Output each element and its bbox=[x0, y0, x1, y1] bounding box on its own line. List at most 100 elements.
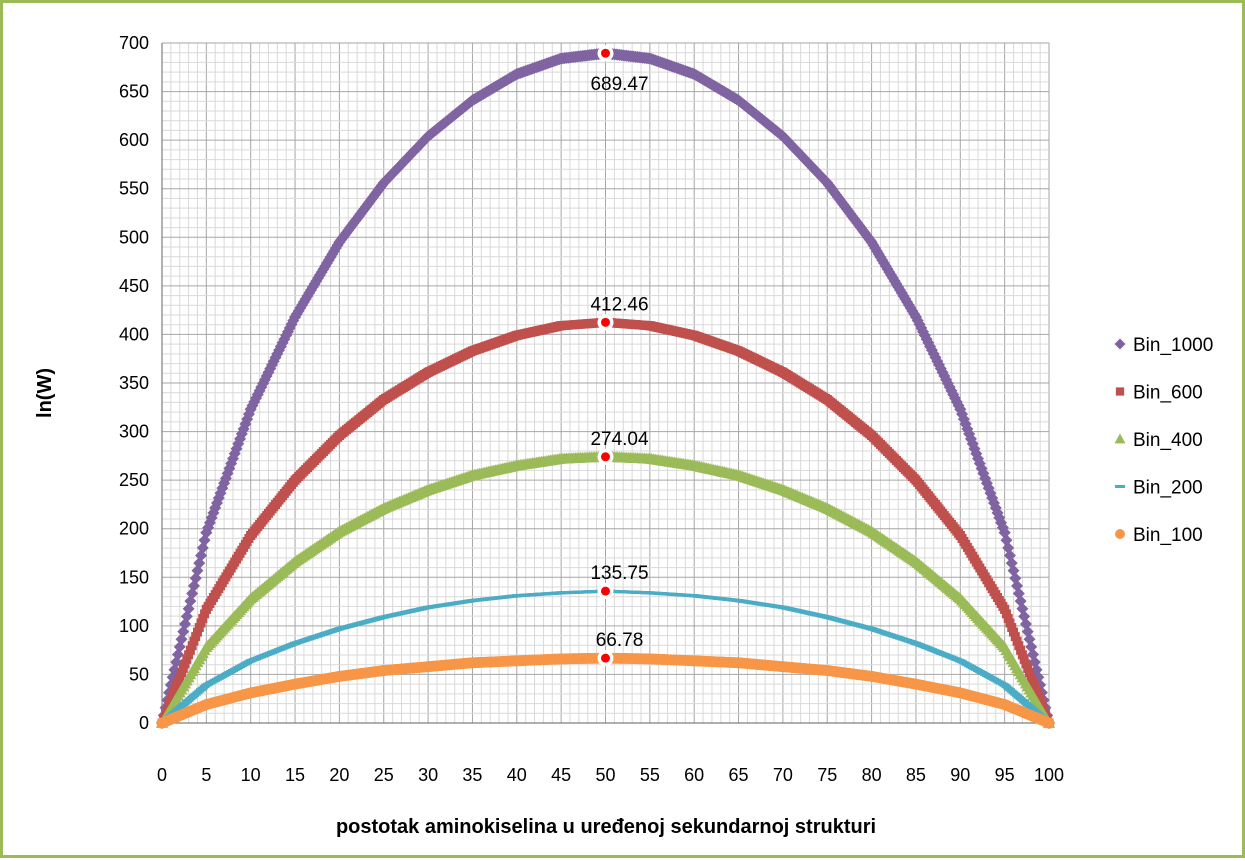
data-point bbox=[1030, 682, 1040, 692]
data-point bbox=[1032, 686, 1042, 696]
data-point bbox=[467, 599, 478, 603]
data-point bbox=[244, 592, 257, 604]
legend-label: Bin_600 bbox=[1133, 383, 1203, 404]
data-point bbox=[1029, 709, 1040, 713]
data-point bbox=[999, 683, 1010, 687]
y-tick-label: 550 bbox=[119, 179, 149, 199]
data-point bbox=[199, 685, 210, 689]
data-point bbox=[191, 632, 201, 642]
data-point bbox=[911, 475, 921, 485]
data-point bbox=[1009, 627, 1019, 637]
data-point bbox=[172, 707, 183, 711]
x-tick-label: 95 bbox=[995, 765, 1015, 785]
data-point bbox=[1028, 707, 1039, 711]
data-point bbox=[173, 677, 183, 687]
data-point bbox=[1001, 609, 1011, 619]
y-tick-label: 700 bbox=[119, 33, 149, 53]
y-tick-label: 50 bbox=[129, 664, 149, 684]
data-point bbox=[777, 605, 788, 609]
data-point bbox=[196, 688, 207, 692]
x-tick-label: 20 bbox=[329, 765, 349, 785]
data-point bbox=[196, 618, 206, 628]
data-point bbox=[423, 605, 434, 609]
data-point bbox=[955, 659, 966, 663]
data-point bbox=[200, 641, 213, 653]
data-point bbox=[954, 687, 966, 699]
data-point bbox=[954, 592, 967, 604]
y-tick-label: 600 bbox=[119, 130, 149, 150]
x-tick-label: 5 bbox=[201, 765, 211, 785]
x-tick-label: 40 bbox=[507, 765, 527, 785]
x-tick-label: 15 bbox=[285, 765, 305, 785]
series-Bin_200 bbox=[157, 583, 1054, 725]
legend-marker bbox=[1115, 485, 1125, 488]
data-point bbox=[1028, 677, 1038, 687]
data-point bbox=[467, 346, 477, 356]
y-axis-title: ln(W) bbox=[34, 368, 56, 418]
data-point bbox=[378, 615, 389, 619]
data-point bbox=[192, 691, 203, 695]
y-tick-label: 400 bbox=[119, 324, 149, 344]
data-point bbox=[467, 657, 478, 669]
data-point bbox=[556, 321, 566, 331]
y-tick-label: 150 bbox=[119, 567, 149, 587]
data-point bbox=[688, 459, 701, 471]
data-point bbox=[867, 430, 877, 440]
data-point bbox=[1016, 645, 1026, 655]
data-point bbox=[245, 687, 257, 699]
data-point bbox=[334, 670, 345, 682]
data-point bbox=[246, 531, 256, 541]
data-point bbox=[197, 686, 208, 690]
data-point bbox=[777, 661, 789, 673]
data-point bbox=[991, 506, 1004, 519]
data-label: 412.46 bbox=[590, 294, 648, 315]
data-point bbox=[1033, 691, 1043, 701]
data-point bbox=[1008, 691, 1019, 695]
data-point bbox=[689, 330, 699, 340]
data-point bbox=[1015, 697, 1026, 701]
x-tick-label: 10 bbox=[241, 765, 261, 785]
data-label: 135.75 bbox=[590, 563, 648, 584]
x-tick-label: 45 bbox=[551, 765, 571, 785]
data-point bbox=[688, 655, 700, 667]
x-tick-label: 25 bbox=[374, 765, 394, 785]
data-point bbox=[645, 321, 655, 331]
data-point bbox=[379, 395, 389, 405]
legend-marker bbox=[1114, 433, 1126, 444]
data-point bbox=[177, 668, 187, 678]
peak-point bbox=[601, 586, 610, 596]
data-point bbox=[422, 483, 435, 495]
tick-labels: 0 5 10 15 20 25 30 35 40 45 50 55 60 65 70 75 80 85 90 95 10… bbox=[119, 33, 1064, 785]
data-point bbox=[334, 430, 344, 440]
data-point bbox=[999, 699, 1011, 710]
x-tick-label: 100 bbox=[1034, 765, 1064, 785]
data-point bbox=[169, 686, 179, 696]
data-point bbox=[556, 591, 567, 595]
grid bbox=[161, 42, 1050, 724]
series-Bin_1000 bbox=[156, 45, 1055, 729]
x-tick-label: 50 bbox=[595, 765, 615, 785]
x-tick-label: 80 bbox=[862, 765, 882, 785]
data-point bbox=[1043, 717, 1055, 729]
data-point bbox=[555, 452, 568, 464]
y-tick-label: 250 bbox=[119, 470, 149, 490]
data-point bbox=[168, 691, 178, 701]
data-point bbox=[185, 697, 196, 701]
data-point bbox=[1023, 663, 1033, 673]
data-point bbox=[182, 654, 192, 664]
data-point bbox=[733, 657, 744, 669]
data-point bbox=[821, 665, 833, 676]
data-point bbox=[1001, 685, 1012, 689]
data-point bbox=[510, 459, 523, 471]
y-tick-label: 350 bbox=[119, 373, 149, 393]
x-tick-label: 90 bbox=[950, 765, 970, 785]
x-tick-label: 75 bbox=[817, 765, 837, 785]
data-point bbox=[187, 695, 198, 699]
data-point bbox=[866, 670, 877, 682]
data-point bbox=[1017, 650, 1027, 660]
data-point bbox=[511, 655, 523, 667]
data-point bbox=[1017, 698, 1028, 702]
y-tick-label: 650 bbox=[119, 82, 149, 102]
data-point bbox=[1037, 700, 1047, 710]
data-point bbox=[201, 604, 211, 614]
